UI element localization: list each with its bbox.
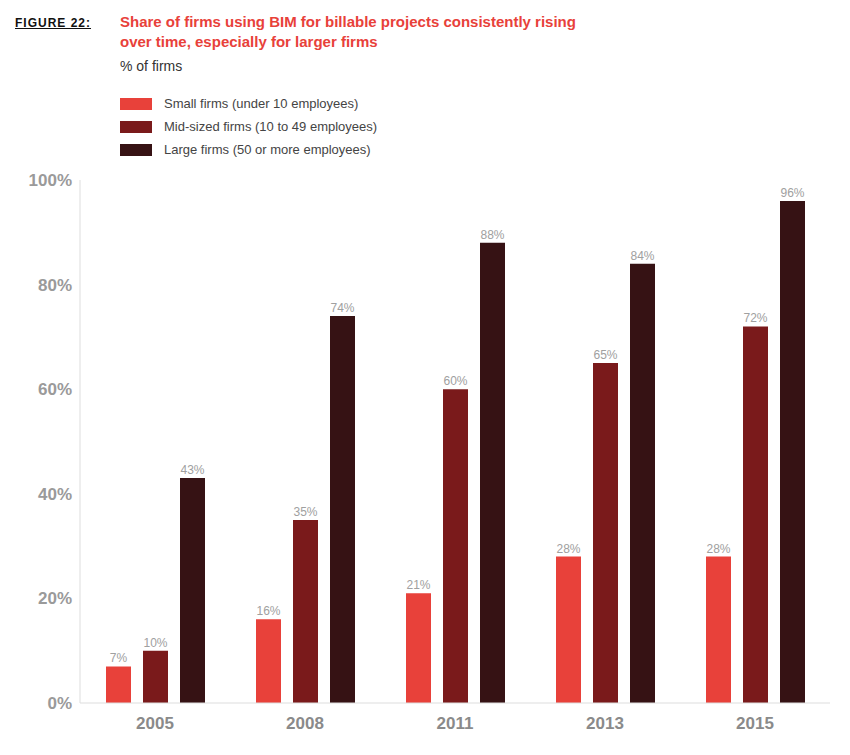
svg-text:16%: 16% xyxy=(256,604,280,618)
svg-text:40%: 40% xyxy=(38,485,72,504)
svg-text:74%: 74% xyxy=(330,301,354,315)
svg-text:21%: 21% xyxy=(406,578,430,592)
svg-text:43%: 43% xyxy=(180,463,204,477)
svg-text:10%: 10% xyxy=(143,636,167,650)
svg-text:84%: 84% xyxy=(630,249,654,263)
svg-text:7%: 7% xyxy=(110,651,128,665)
svg-text:65%: 65% xyxy=(593,348,617,362)
html-text:Share of firms using BIM for b: Share of firms using BIM for billable pr… xyxy=(120,13,576,50)
svg-text:72%: 72% xyxy=(743,311,767,325)
svg-text:0%: 0% xyxy=(47,694,72,713)
html-text:% of firms: % of firms xyxy=(120,58,183,74)
svg-text:35%: 35% xyxy=(293,505,317,519)
svg-text:2005: 2005 xyxy=(136,714,174,733)
svg-text:100%: 100% xyxy=(29,171,72,190)
svg-text:60%: 60% xyxy=(38,380,72,399)
html-text:Mid-sized firms (10 to 49 empl: Mid-sized firms (10 to 49 employees) xyxy=(164,119,378,134)
html-text:Small firms (under 10 employee: Small firms (under 10 employees) xyxy=(164,96,359,111)
svg-text:28%: 28% xyxy=(706,542,730,556)
html-text:FIGURE 22:: FIGURE 22: xyxy=(15,16,91,30)
svg-text:28%: 28% xyxy=(556,542,580,556)
html-text:Large firms (50 or more employ: Large firms (50 or more employees) xyxy=(164,142,371,157)
svg-text:96%: 96% xyxy=(780,186,804,200)
svg-text:60%: 60% xyxy=(443,374,467,388)
svg-text:2013: 2013 xyxy=(586,714,624,733)
svg-text:20%: 20% xyxy=(38,589,72,608)
svg-text:2008: 2008 xyxy=(286,714,324,733)
svg-text:80%: 80% xyxy=(38,276,72,295)
svg-text:88%: 88% xyxy=(480,228,504,242)
svg-text:2015: 2015 xyxy=(736,714,774,733)
svg-text:2011: 2011 xyxy=(437,714,474,733)
